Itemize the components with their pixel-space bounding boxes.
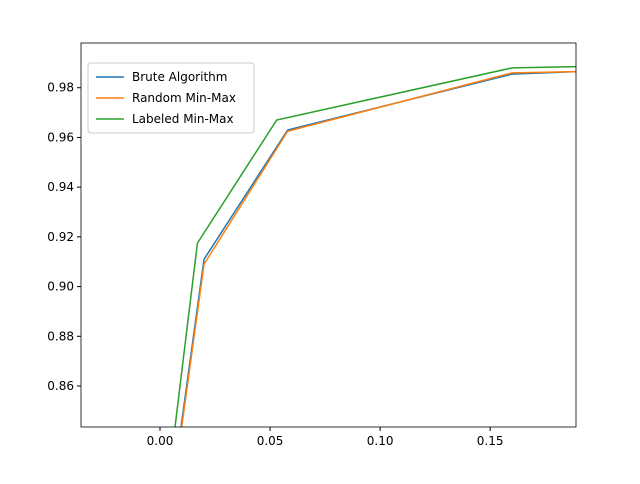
y-tick-label: 0.86: [47, 379, 74, 393]
y-tick-label: 0.90: [47, 280, 74, 294]
y-tick-label: 0.92: [47, 230, 74, 244]
series-line: [174, 65, 576, 427]
x-tick-label: 0.05: [257, 434, 284, 448]
y-tick-label: 0.96: [47, 130, 74, 144]
plot-lines: [174, 65, 576, 427]
legend-box: [87, 62, 255, 134]
legend-label: Brute Algorithm: [132, 70, 227, 84]
legend-label: Random Min-Max: [132, 91, 236, 105]
legend-label: Labeled Min-Max: [132, 112, 234, 126]
y-tick-label: 0.88: [47, 329, 74, 343]
x-tick-label: 0.15: [477, 434, 504, 448]
y-tick-label: 0.94: [47, 180, 74, 194]
series-line: [180, 70, 576, 427]
x-tick-label: 0.00: [147, 434, 174, 448]
x-tick-label: 0.10: [367, 434, 394, 448]
plot-frame: [80, 42, 577, 428]
y-tick-label: 0.98: [47, 81, 74, 95]
